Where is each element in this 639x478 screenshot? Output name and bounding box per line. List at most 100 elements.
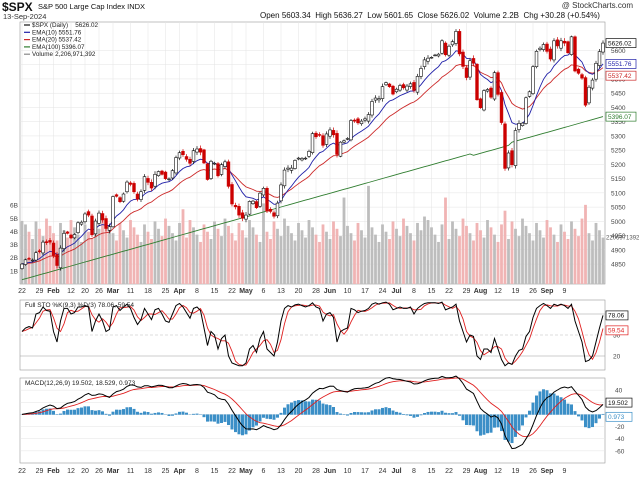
price-x-label: 15 — [428, 288, 436, 295]
candle-body — [555, 39, 560, 47]
candle-body — [27, 258, 31, 260]
symbol: $SPX — [2, 0, 33, 14]
macd-hist-bar — [514, 414, 517, 437]
price-x-label: 13 — [277, 288, 285, 295]
macd-x-label: Sep — [541, 468, 554, 475]
candle-body — [65, 231, 70, 234]
volume-bar — [349, 233, 353, 284]
candle-body — [275, 202, 280, 217]
candle-body — [328, 129, 332, 137]
volume-bar — [73, 227, 76, 284]
macd-hist-bar — [125, 407, 129, 415]
macd-hist-bar — [402, 414, 405, 415]
macd-hist-bar — [433, 411, 437, 415]
legend-name: EMA(10) — [32, 29, 57, 36]
candle-body — [135, 193, 140, 200]
candle-body — [188, 158, 192, 164]
candle-body — [426, 57, 430, 62]
macd-hist-bar — [76, 408, 80, 415]
volume-bar — [528, 233, 531, 284]
candle-body — [594, 62, 598, 80]
price-ytick-label: 4900 — [611, 247, 626, 254]
candle-body — [83, 213, 87, 223]
price-x-label: 8 — [412, 288, 416, 295]
macd-x-label: 10 — [344, 468, 352, 475]
macd-hist-bar — [52, 410, 55, 415]
volume-bar — [479, 230, 482, 284]
macd-hist-bar — [97, 410, 101, 415]
volume-bar — [521, 218, 524, 284]
volume-bar — [335, 228, 339, 284]
macd-hist-bar — [559, 397, 563, 415]
legend-name: $SPX (Daily) — [32, 22, 68, 29]
macd-ytick-label: -60 — [615, 448, 625, 455]
volume-bar — [514, 228, 517, 284]
price-ytick-label: 5100 — [611, 190, 626, 197]
price-x-label: Jun — [324, 288, 336, 295]
volume-bar — [66, 237, 69, 284]
volume-bar — [41, 236, 45, 284]
candle-body — [468, 60, 472, 78]
price-x-label: 11 — [127, 288, 134, 295]
volume-bar — [230, 233, 234, 284]
candle-body — [279, 184, 283, 202]
candle-body — [422, 59, 427, 67]
macd-hist-bar — [255, 414, 258, 426]
candle-body — [454, 31, 458, 44]
candle-body — [90, 215, 94, 236]
volume-bar — [62, 230, 66, 284]
stoch-k-line — [21, 301, 604, 367]
volume-bar — [125, 237, 129, 284]
volume-bar — [468, 233, 472, 284]
macd-hist-bar — [577, 414, 580, 417]
macd-x-label: 18 — [144, 468, 152, 475]
volume-bar — [437, 241, 440, 284]
candle-body — [79, 221, 84, 225]
macd-x-label: 8 — [412, 468, 416, 475]
volume-bar — [111, 233, 115, 284]
price-x-label: 10 — [344, 288, 352, 295]
volume-bar — [171, 233, 174, 284]
volume-bar — [325, 231, 328, 284]
macd-hist-bar — [108, 414, 111, 416]
macd-hist-bar — [339, 413, 342, 415]
candle-body — [377, 98, 381, 101]
macd-hist-bar — [594, 414, 598, 424]
macd-hist-bar — [353, 411, 356, 415]
candle-body — [492, 72, 497, 100]
macd-hist-bar — [363, 412, 367, 415]
macd-hist-bar — [482, 414, 486, 435]
macd-hist-bar — [545, 390, 549, 415]
candle-body — [48, 240, 52, 243]
candle-body — [601, 42, 605, 53]
macd-line — [21, 375, 604, 450]
volume-axis-label: 1B — [10, 268, 18, 275]
volume-bar — [52, 233, 55, 284]
candle-body — [373, 97, 378, 101]
symbol-title: $SPX — [2, 0, 33, 14]
volume-bar — [444, 197, 447, 284]
volume-bar — [248, 220, 251, 284]
stoch-ytick-label: 50 — [613, 333, 621, 340]
macd-hist-bar — [412, 414, 416, 418]
candle-body — [338, 141, 343, 157]
price-x-label: Apr — [173, 288, 185, 295]
macd-x-label: 17 — [361, 468, 369, 475]
candle-body — [503, 123, 507, 169]
candle-body — [499, 92, 504, 123]
macd-hist-bar — [118, 409, 122, 415]
volume-bar — [122, 230, 125, 284]
ohlc-row: Open 5603.34 High 5636.27 Low 5601.65 Cl… — [260, 11, 600, 20]
macd-x-label: 22 — [18, 468, 26, 475]
macd-hist-bar — [468, 414, 472, 426]
volume-bar — [97, 228, 101, 284]
candle-body — [461, 51, 465, 67]
macd-hist-bar — [461, 414, 465, 421]
macd-hist-bar — [286, 404, 290, 415]
candle-body — [216, 163, 220, 177]
volume-bar — [241, 230, 244, 284]
volume-bar — [216, 228, 220, 284]
macd-hist-bar — [423, 412, 426, 415]
volume-bar — [451, 221, 454, 284]
volume-bar — [524, 225, 528, 284]
